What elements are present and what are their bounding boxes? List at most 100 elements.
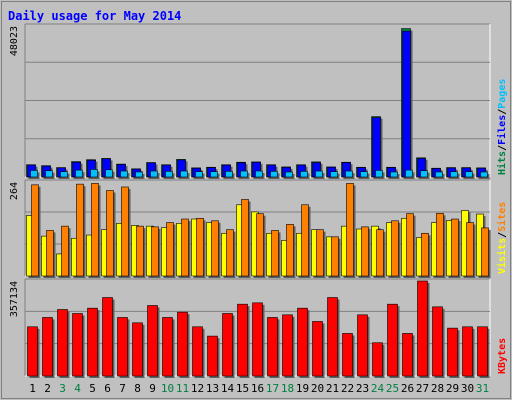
kbytes-bar (312, 321, 325, 378)
pages-bar (60, 171, 70, 179)
day-label: 25 (386, 382, 399, 395)
day-label: 20 (311, 382, 324, 395)
kbytes-bar (282, 314, 295, 378)
day-label: 3 (59, 382, 66, 395)
kbytes-bar (252, 302, 265, 378)
day-label: 12 (191, 382, 204, 395)
kbytes-bar (207, 335, 220, 378)
kbytes-bar (57, 309, 70, 378)
day-label: 17 (266, 382, 279, 395)
day-label: 31 (476, 382, 489, 395)
pages-bar (345, 170, 355, 179)
day-label: 23 (356, 382, 369, 395)
kbytes-bar (387, 303, 400, 378)
kbytes-bar (132, 322, 145, 378)
pages-bar (300, 171, 310, 179)
kbytes-bar (357, 314, 370, 378)
kbytes-bar (327, 297, 340, 378)
pages-bar (225, 171, 235, 179)
sites-bar (136, 225, 146, 278)
day-label: 15 (236, 382, 249, 395)
kbytes-bar (237, 303, 250, 378)
sites-bar (46, 230, 56, 278)
day-label: 4 (74, 382, 81, 395)
day-label: 19 (296, 382, 309, 395)
pages-bar (210, 171, 220, 179)
sites-bar (196, 218, 206, 278)
day-label: 6 (104, 382, 111, 395)
files-bar (402, 30, 413, 179)
pages-bar (120, 170, 130, 179)
legend-entry: Pages (497, 79, 508, 109)
pages-bar (465, 171, 475, 179)
day-label: 27 (416, 382, 429, 395)
panel-legend: Hits/Files/Pages (496, 79, 508, 175)
sites-bar (421, 232, 431, 278)
day-label: 28 (431, 382, 444, 395)
legend-entry: Visits (496, 238, 508, 274)
day-label: 2 (44, 382, 51, 395)
sites-bar (331, 236, 341, 278)
kbytes-bar (462, 326, 475, 378)
files-bar (372, 117, 383, 179)
sites-bar (451, 218, 461, 278)
day-label: 26 (401, 382, 414, 395)
sites-bar (91, 183, 101, 278)
chart-title: Daily usage for May 2014 (8, 9, 181, 23)
day-label: 18 (281, 382, 294, 395)
legend-entry: KBytes (497, 338, 508, 374)
kbytes-bar (297, 307, 310, 378)
pages-bar (435, 171, 445, 179)
pages-bar (255, 170, 265, 179)
kbytes-bar (222, 313, 235, 378)
pages-bar (450, 171, 460, 179)
kbytes-bar (72, 313, 85, 378)
sites-bar (406, 213, 416, 278)
pages-bar (30, 170, 40, 179)
pages-bar (105, 169, 115, 179)
sites-bar (481, 227, 491, 278)
sites-bar (76, 183, 86, 278)
sites-bar (151, 226, 161, 278)
kbytes-bar (372, 342, 385, 378)
day-axis-labels: 1 2 3 4 5 6 7 8 9 10 11 12 13 14 15 16 17 18 19 20 21 22 23 24 2… (29, 382, 489, 395)
day-label: 24 (371, 382, 385, 395)
pages-bar (135, 171, 145, 179)
pages-bar (240, 170, 250, 179)
sites-bar (256, 213, 266, 278)
kbytes-bar (192, 326, 205, 378)
kbytes-bar (432, 306, 445, 378)
sites-bar (181, 218, 191, 278)
sites-bar (226, 229, 236, 278)
chart-frame (1, 1, 511, 399)
sites-bar (61, 225, 71, 278)
day-label: 5 (89, 382, 96, 395)
legend-entry: / (497, 109, 508, 115)
pages-bar (180, 170, 190, 179)
pages-bar (90, 169, 100, 179)
sites-bar (286, 224, 296, 278)
kbytes-bar (117, 317, 130, 378)
kbytes-bar (477, 326, 490, 378)
legend-entry: Sites (496, 202, 508, 232)
pages-bar (360, 171, 370, 179)
day-label: 14 (221, 382, 235, 395)
day-label: 30 (461, 382, 474, 395)
kbytes-bar (162, 317, 175, 378)
pages-bar (405, 169, 415, 179)
sites-bar (166, 222, 176, 278)
sites-bar (301, 204, 311, 278)
kbytes-bar (27, 326, 40, 378)
day-label: 13 (206, 382, 219, 395)
day-label: 29 (446, 382, 459, 395)
legend-entry: Hits (496, 151, 508, 175)
legend-entry: / (497, 232, 508, 238)
sites-bar (106, 190, 116, 278)
kbytes-bar (417, 280, 430, 378)
pages-bar (150, 170, 160, 179)
pages-bar (420, 170, 430, 179)
pages-bar (315, 170, 325, 179)
